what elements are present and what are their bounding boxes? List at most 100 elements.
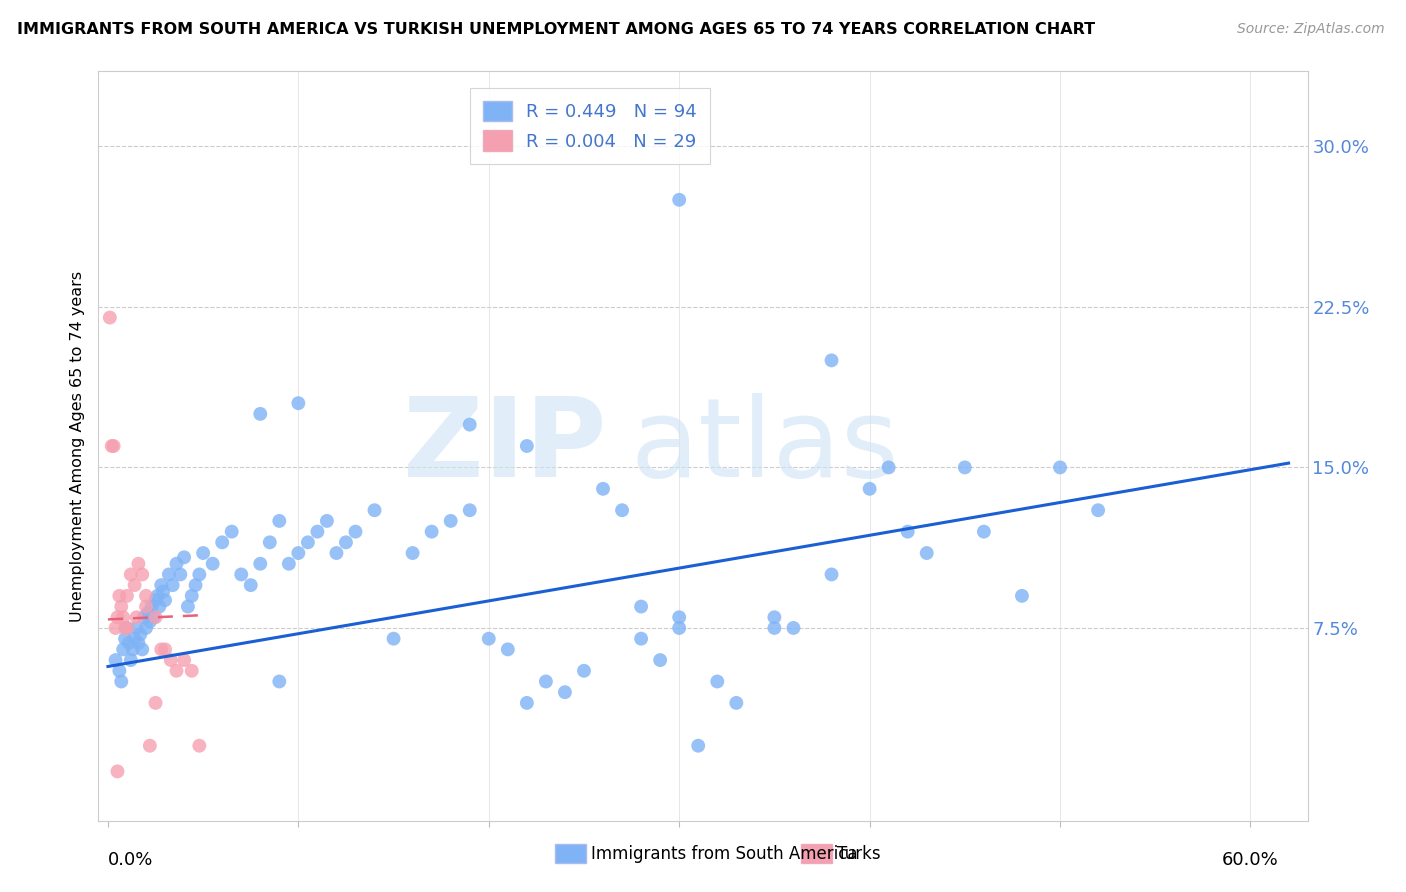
Point <box>344 524 367 539</box>
Point <box>115 589 138 603</box>
Point <box>316 514 339 528</box>
Point <box>131 642 153 657</box>
Point <box>173 653 195 667</box>
Point <box>420 524 443 539</box>
Legend: R = 0.449   N = 94, R = 0.004   N = 29: R = 0.449 N = 94, R = 0.004 N = 29 <box>470 88 710 164</box>
Point <box>221 524 243 539</box>
Text: Turks: Turks <box>837 845 880 863</box>
Point <box>177 599 200 614</box>
Point <box>1011 589 1033 603</box>
Point <box>610 503 633 517</box>
Point <box>859 482 882 496</box>
Point <box>131 567 153 582</box>
Point <box>188 739 211 753</box>
Point <box>135 589 157 603</box>
Point <box>269 514 291 528</box>
Point <box>630 632 652 646</box>
Point <box>150 642 173 657</box>
Point <box>120 653 142 667</box>
Text: 0.0%: 0.0% <box>108 851 153 869</box>
Point <box>877 460 900 475</box>
Point <box>668 621 690 635</box>
Point <box>239 578 262 592</box>
Y-axis label: Unemployment Among Ages 65 to 74 years: Unemployment Among Ages 65 to 74 years <box>70 270 86 622</box>
Point <box>287 546 309 560</box>
Point <box>572 664 595 678</box>
Point <box>103 439 125 453</box>
Point <box>104 621 127 635</box>
Point <box>191 546 214 560</box>
Point <box>269 674 291 689</box>
Point <box>650 653 672 667</box>
Point <box>110 599 132 614</box>
Point <box>129 627 152 641</box>
Point <box>141 599 163 614</box>
Point <box>118 636 141 650</box>
Point <box>249 557 271 571</box>
Point <box>211 535 233 549</box>
Point <box>159 653 181 667</box>
Point <box>173 550 195 565</box>
Point <box>134 610 156 624</box>
Point <box>458 417 481 432</box>
Point <box>100 439 122 453</box>
Point <box>142 610 165 624</box>
Point <box>153 642 176 657</box>
Point <box>706 674 728 689</box>
Point <box>440 514 463 528</box>
Point <box>157 567 180 582</box>
Point <box>148 599 170 614</box>
Point <box>287 396 309 410</box>
Point <box>98 310 121 325</box>
Point <box>150 578 173 592</box>
Text: IMMIGRANTS FROM SOUTH AMERICA VS TURKISH UNEMPLOYMENT AMONG AGES 65 TO 74 YEARS : IMMIGRANTS FROM SOUTH AMERICA VS TURKISH… <box>17 22 1095 37</box>
Point <box>121 642 143 657</box>
Point <box>534 674 557 689</box>
Point <box>668 610 690 624</box>
Point <box>112 642 135 657</box>
Point <box>120 567 142 582</box>
Point <box>112 610 135 624</box>
Point <box>401 546 423 560</box>
Point <box>592 482 614 496</box>
Point <box>782 621 804 635</box>
Point <box>297 535 319 549</box>
Point <box>162 578 184 592</box>
Point <box>114 621 136 635</box>
Point <box>145 696 167 710</box>
Point <box>554 685 576 699</box>
Point <box>166 664 188 678</box>
Point <box>277 557 299 571</box>
Point <box>516 696 538 710</box>
Point <box>115 621 138 635</box>
Point <box>125 621 148 635</box>
Point <box>107 764 129 779</box>
Point <box>363 503 385 517</box>
Point <box>124 578 146 592</box>
Point <box>110 674 132 689</box>
Point <box>184 578 207 592</box>
Point <box>145 593 167 607</box>
Point <box>335 535 357 549</box>
Point <box>231 567 253 582</box>
Point <box>107 610 129 624</box>
Point <box>201 557 224 571</box>
Point <box>180 589 202 603</box>
Text: Source: ZipAtlas.com: Source: ZipAtlas.com <box>1237 22 1385 37</box>
Point <box>820 567 842 582</box>
Point <box>953 460 976 475</box>
Point <box>478 632 501 646</box>
Point <box>125 610 148 624</box>
Point <box>725 696 748 710</box>
Point <box>108 664 131 678</box>
Text: ZIP: ZIP <box>404 392 606 500</box>
Point <box>307 524 329 539</box>
Text: 60.0%: 60.0% <box>1222 851 1279 869</box>
Point <box>973 524 995 539</box>
Point <box>516 439 538 453</box>
Point <box>166 557 188 571</box>
Point <box>249 407 271 421</box>
Point <box>763 610 786 624</box>
Point <box>630 599 652 614</box>
Point <box>325 546 347 560</box>
